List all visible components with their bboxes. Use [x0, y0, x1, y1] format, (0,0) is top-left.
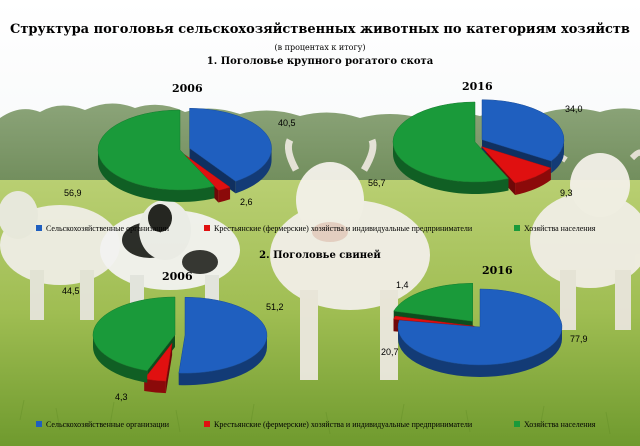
- legend-pigs: Сельскохозяйственные организации Крестья…: [0, 420, 640, 434]
- chart-subtitle: (в процентах к итогу): [274, 43, 366, 52]
- legend-item-house: Хозяйства населения: [514, 224, 595, 233]
- pie-slice-side: [93, 335, 148, 383]
- data-label: 1,4: [396, 280, 409, 290]
- pie-slice-cut: [189, 148, 236, 194]
- legend-item-org: Сельскохозяйственные организации: [36, 224, 169, 233]
- year-label-cattle-2016: 2016: [462, 80, 493, 93]
- data-label: 51,2: [266, 302, 284, 312]
- data-label: 56,7: [368, 178, 386, 188]
- chart-title: Структура поголовья сельскохозяйственных…: [10, 22, 630, 37]
- data-label: 40,5: [278, 118, 296, 128]
- legend-label: Хозяйства населения: [524, 224, 596, 233]
- pie-slice: [397, 288, 563, 366]
- pie-slice-side: [235, 148, 272, 194]
- pie-slice-side: [515, 167, 551, 196]
- legend-item-farm: Крестьянские (фермерские) хозяйства и ин…: [204, 420, 472, 429]
- pie-slice: [480, 146, 552, 184]
- pie-slice: [392, 101, 509, 183]
- legend-label: Сельскохозяйственные организации: [46, 420, 170, 429]
- legend-swatch: [36, 421, 42, 427]
- pie-slice-side: [393, 142, 509, 194]
- pie-slice: [393, 283, 473, 322]
- legend-item-farm: Крестьянские (фермерские) хозяйства и ин…: [204, 224, 472, 233]
- data-label: 9,3: [560, 188, 573, 198]
- year-label-cattle-2006: 2006: [172, 82, 203, 95]
- section-title-pigs: 2. Поголовье свиней: [259, 250, 381, 261]
- legend-swatch: [204, 225, 210, 231]
- legend-swatch: [36, 225, 42, 231]
- pie-slice: [189, 107, 272, 182]
- pie-0-0: [97, 107, 272, 203]
- legend-label: Крестьянские (фермерские) хозяйства и ин…: [214, 224, 473, 233]
- pie-slice-side: [398, 327, 562, 377]
- pie-1-0: [92, 296, 268, 394]
- pie-1-1: [393, 283, 563, 377]
- data-label: 34,0: [565, 104, 583, 114]
- pie-slice-side: [98, 150, 215, 202]
- data-label: 20,7: [381, 347, 399, 357]
- pie-slice: [393, 315, 475, 327]
- legend-swatch: [204, 421, 210, 427]
- pie-slice-side: [218, 187, 231, 203]
- pie-slice: [97, 109, 215, 191]
- data-label: 4,3: [115, 392, 128, 402]
- pie-slice: [92, 296, 176, 372]
- pie-0-1: [392, 99, 565, 196]
- pie-slice-side: [144, 378, 166, 394]
- pie-slice-cut: [165, 343, 173, 394]
- legend-item-org: Сельскохозяйственные организации: [36, 420, 169, 429]
- legend-cattle: Сельскохозяйственные организации Крестья…: [0, 224, 640, 238]
- pie-slice-side: [551, 139, 565, 174]
- section-title-cattle: 1. Поголовье крупного рогатого скота: [206, 56, 434, 67]
- year-label-pigs-2016: 2016: [482, 264, 513, 277]
- pie-slice: [183, 153, 231, 191]
- data-label: 2,6: [240, 197, 253, 207]
- data-label: 56,9: [64, 188, 82, 198]
- legend-swatch: [514, 225, 520, 231]
- pie-slice: [481, 99, 565, 162]
- pie-slice: [178, 296, 268, 374]
- legend-item-house: Хозяйства населения: [514, 420, 595, 429]
- legend-label: Хозяйства населения: [524, 420, 596, 429]
- data-label: 44,5: [62, 286, 80, 296]
- year-label-pigs-2006: 2006: [162, 270, 193, 283]
- legend-swatch: [514, 421, 520, 427]
- legend-label: Крестьянские (фермерские) хозяйства и ин…: [214, 420, 473, 429]
- data-label: 77,9: [570, 334, 588, 344]
- legend-label: Сельскохозяйственные организации: [46, 224, 170, 233]
